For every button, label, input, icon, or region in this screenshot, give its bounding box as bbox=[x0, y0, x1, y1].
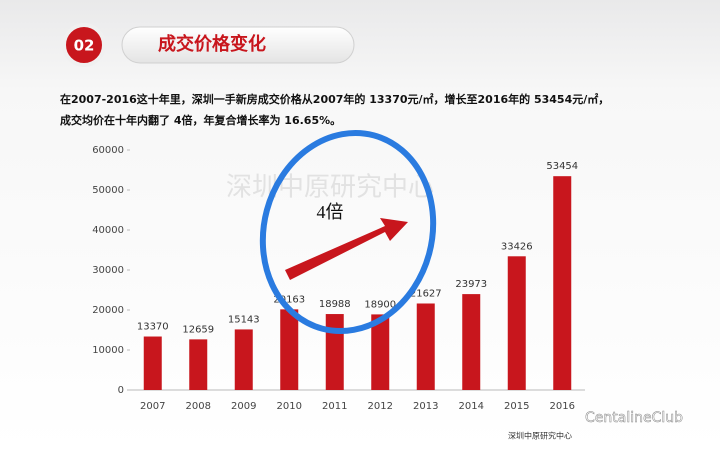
plot: 0 10000 20000 30000 40000 50000 60000 2007 13370… bbox=[92, 145, 585, 412]
bar bbox=[280, 309, 299, 390]
section-title: 成交价格变化 bbox=[158, 33, 266, 55]
value-label: 13370 bbox=[137, 322, 169, 333]
x-tick-label: 2007 bbox=[140, 401, 165, 412]
x-tick-label: 2016 bbox=[550, 401, 575, 412]
bar bbox=[325, 314, 344, 390]
x-tick-label: 2010 bbox=[277, 401, 302, 412]
y-tick-label: 30000 bbox=[92, 265, 124, 276]
value-label: 53454 bbox=[546, 161, 578, 172]
x-tick-label: 2009 bbox=[231, 401, 256, 412]
watermark: 深圳中原研究中心 bbox=[226, 173, 434, 203]
x-tick-label: 2015 bbox=[504, 401, 529, 412]
bar bbox=[462, 294, 481, 390]
annotation: 4倍 bbox=[317, 202, 344, 222]
section-number: 02 bbox=[74, 37, 95, 55]
y-tick-label: 10000 bbox=[92, 345, 124, 356]
x-tick-label: 2008 bbox=[186, 401, 211, 412]
highlight-circle bbox=[259, 129, 437, 335]
bar bbox=[416, 303, 435, 390]
value-label: 18900 bbox=[364, 299, 396, 310]
x-tick-label: 2014 bbox=[459, 401, 484, 412]
value-label: 23973 bbox=[455, 279, 487, 290]
bar bbox=[143, 336, 162, 390]
arrow bbox=[285, 218, 408, 280]
value-label: 20163 bbox=[273, 294, 305, 305]
x-tick-label: 2011 bbox=[322, 401, 347, 412]
x-tick-label: 2012 bbox=[368, 401, 393, 412]
value-label: 12659 bbox=[182, 324, 214, 335]
title-pill bbox=[121, 26, 355, 64]
y-tick-label: 20000 bbox=[92, 305, 124, 316]
paragraph-line: 在2007-2016这十年里，深圳一手新房成交价格从2007年的 13370元/… bbox=[60, 92, 609, 106]
y-tick-label: 60000 bbox=[92, 145, 124, 156]
value-label: 18988 bbox=[319, 299, 351, 310]
bar bbox=[507, 256, 526, 390]
y-tick-label: 40000 bbox=[92, 225, 124, 236]
y-tick-label: 50000 bbox=[92, 185, 124, 196]
value-label: 15143 bbox=[228, 314, 260, 325]
source: 深圳中原研究中心 bbox=[508, 431, 572, 441]
x-tick-label: 2013 bbox=[413, 401, 438, 412]
bar bbox=[189, 339, 208, 390]
value-label: 33426 bbox=[501, 241, 533, 252]
overlay-watermark: CentalineClub bbox=[585, 410, 683, 426]
paragraph-line: 成交均价在十年内翻了 4倍，年复合增长率为 16.65%。 bbox=[60, 113, 341, 127]
value-label: 21627 bbox=[410, 288, 442, 299]
bar bbox=[371, 314, 390, 390]
bar bbox=[234, 329, 253, 390]
bar bbox=[553, 176, 572, 390]
y-tick-label: 0 bbox=[118, 385, 124, 396]
number-badge bbox=[62, 23, 106, 67]
